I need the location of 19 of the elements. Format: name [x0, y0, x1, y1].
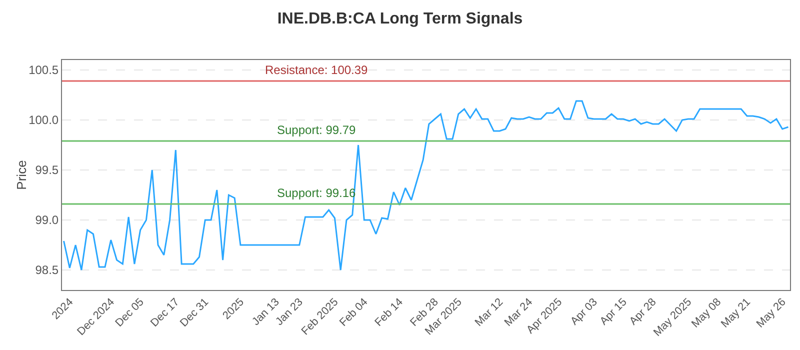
y-tick-label: 99.0: [35, 213, 59, 228]
ref-line-label: Resistance: 100.39: [265, 63, 368, 77]
x-tick-label: Apr 28: [627, 296, 659, 328]
y-tick-label: 99.5: [35, 163, 59, 178]
y-tick-label: 100.0: [28, 113, 59, 128]
line-series: [63, 100, 789, 271]
x-tick-label: Apr 15: [598, 296, 630, 328]
x-tick-label: Feb 14: [372, 296, 406, 329]
x-tick-label: Apr 03: [568, 296, 600, 328]
x-tick-label: May 26: [754, 296, 788, 330]
x-tick-label: Dec 05: [113, 296, 146, 330]
x-tick-label: May 21: [719, 296, 754, 330]
ref-line-label: Support: 99.79: [277, 123, 356, 137]
x-tick-label: Dec 31: [178, 296, 212, 330]
y-tick-label: 98.5: [35, 263, 59, 278]
y-tick-label: 100.5: [28, 63, 59, 78]
chart-title: INE.DB.B:CA Long Term Signals: [277, 10, 523, 28]
y-axis-title: Price: [14, 160, 29, 190]
x-tick-label: Feb 04: [337, 296, 370, 329]
